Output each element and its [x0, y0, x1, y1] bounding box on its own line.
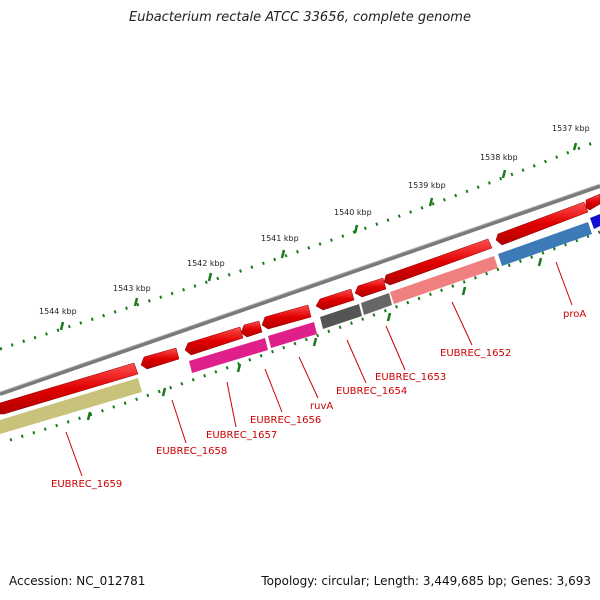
map-title: Eubacterium rectale ATCC 33656, complete…	[129, 10, 471, 25]
leader-lines	[65, 261, 573, 477]
cds-track	[0, 193, 600, 415]
feature-bar-1656-1657[interactable]	[189, 338, 268, 373]
tick-mark	[86, 411, 92, 421]
gene-label-1656[interactable]: EUBREC_1656	[250, 415, 321, 426]
gene-label-1658[interactable]: EUBREC_1658	[156, 446, 227, 457]
cds-arrow[interactable]	[354, 277, 387, 298]
cds-arrow[interactable]	[184, 326, 244, 356]
cds-arrow[interactable]	[140, 347, 180, 370]
leader-line	[346, 339, 367, 384]
genome-stats-text: Topology: circular; Length: 3,449,685 bp…	[261, 574, 591, 588]
tick-mark	[501, 169, 507, 179]
tick-mark	[461, 286, 467, 296]
leader-line	[264, 368, 283, 413]
tick-mark	[236, 363, 242, 373]
tick-mark	[280, 249, 286, 259]
tick-mark	[59, 321, 65, 331]
feature-bar-ruvA[interactable]	[268, 322, 317, 348]
tick-mark	[312, 337, 318, 347]
feature-bar-blue[interactable]	[590, 214, 600, 229]
gene-label-1659[interactable]: EUBREC_1659	[51, 479, 122, 490]
gene-label-proA[interactable]: proA	[563, 309, 586, 320]
tick-label: 1537 kbp	[552, 124, 590, 133]
tick-mark	[353, 224, 359, 234]
feature-bar-proA[interactable]	[498, 222, 592, 266]
leader-line	[65, 431, 83, 477]
tick-track	[0, 138, 600, 442]
leader-line	[171, 399, 187, 444]
tick-label: 1538 kbp	[480, 153, 518, 162]
tick-label: 1541 kbp	[261, 234, 299, 243]
gene-label-1654[interactable]: EUBREC_1654	[336, 386, 407, 397]
feature-bar-1659[interactable]	[0, 378, 142, 434]
gene-labels: proA EUBREC_1652 EUBREC_1653 EUBREC_1654…	[51, 309, 586, 490]
gene-label-1653[interactable]: EUBREC_1653	[375, 372, 446, 383]
tick-mark	[386, 312, 392, 322]
feature-bar-1654[interactable]	[320, 304, 362, 329]
tick-labels: 1537 kbp 1538 kbp 1539 kbp 1540 kbp 1541…	[39, 124, 590, 316]
leader-line	[298, 356, 319, 399]
accession-text: Accession: NC_012781	[9, 574, 146, 588]
major-ticks	[59, 142, 578, 421]
tick-mark	[537, 257, 543, 267]
cds-arrow[interactable]	[240, 320, 263, 338]
tick-label: 1542 kbp	[187, 259, 225, 268]
tick-mark	[572, 142, 578, 151]
tick-mark	[133, 297, 139, 307]
leader-line	[385, 325, 406, 371]
genome-backbone	[0, 184, 600, 396]
feature-track	[0, 214, 600, 434]
cds-arrow[interactable]	[261, 304, 312, 330]
tick-dots-outer	[0, 138, 600, 351]
gene-label-1657[interactable]: EUBREC_1657	[206, 430, 277, 441]
cds-arrow[interactable]	[495, 201, 589, 246]
gene-label-1652[interactable]: EUBREC_1652	[440, 348, 511, 359]
leader-line	[451, 301, 473, 346]
feature-bar-1652[interactable]	[390, 256, 498, 304]
leader-line	[555, 261, 573, 306]
feature-bar-1653[interactable]	[361, 293, 392, 315]
cds-arrow[interactable]	[383, 238, 493, 286]
cds-arrow[interactable]	[315, 288, 355, 311]
cds-arrow[interactable]	[585, 193, 600, 211]
tick-label: 1543 kbp	[113, 284, 151, 293]
tick-label: 1544 kbp	[39, 307, 77, 316]
tick-mark	[207, 272, 213, 282]
tick-label: 1539 kbp	[408, 181, 446, 190]
tick-mark	[428, 197, 434, 207]
leader-line	[226, 381, 237, 428]
gene-label-ruvA[interactable]: ruvA	[310, 401, 333, 412]
tick-label: 1540 kbp	[334, 208, 372, 217]
cds-arrow[interactable]	[0, 362, 139, 415]
tick-mark	[161, 387, 167, 397]
genome-backbone-highlight	[0, 183, 600, 393]
